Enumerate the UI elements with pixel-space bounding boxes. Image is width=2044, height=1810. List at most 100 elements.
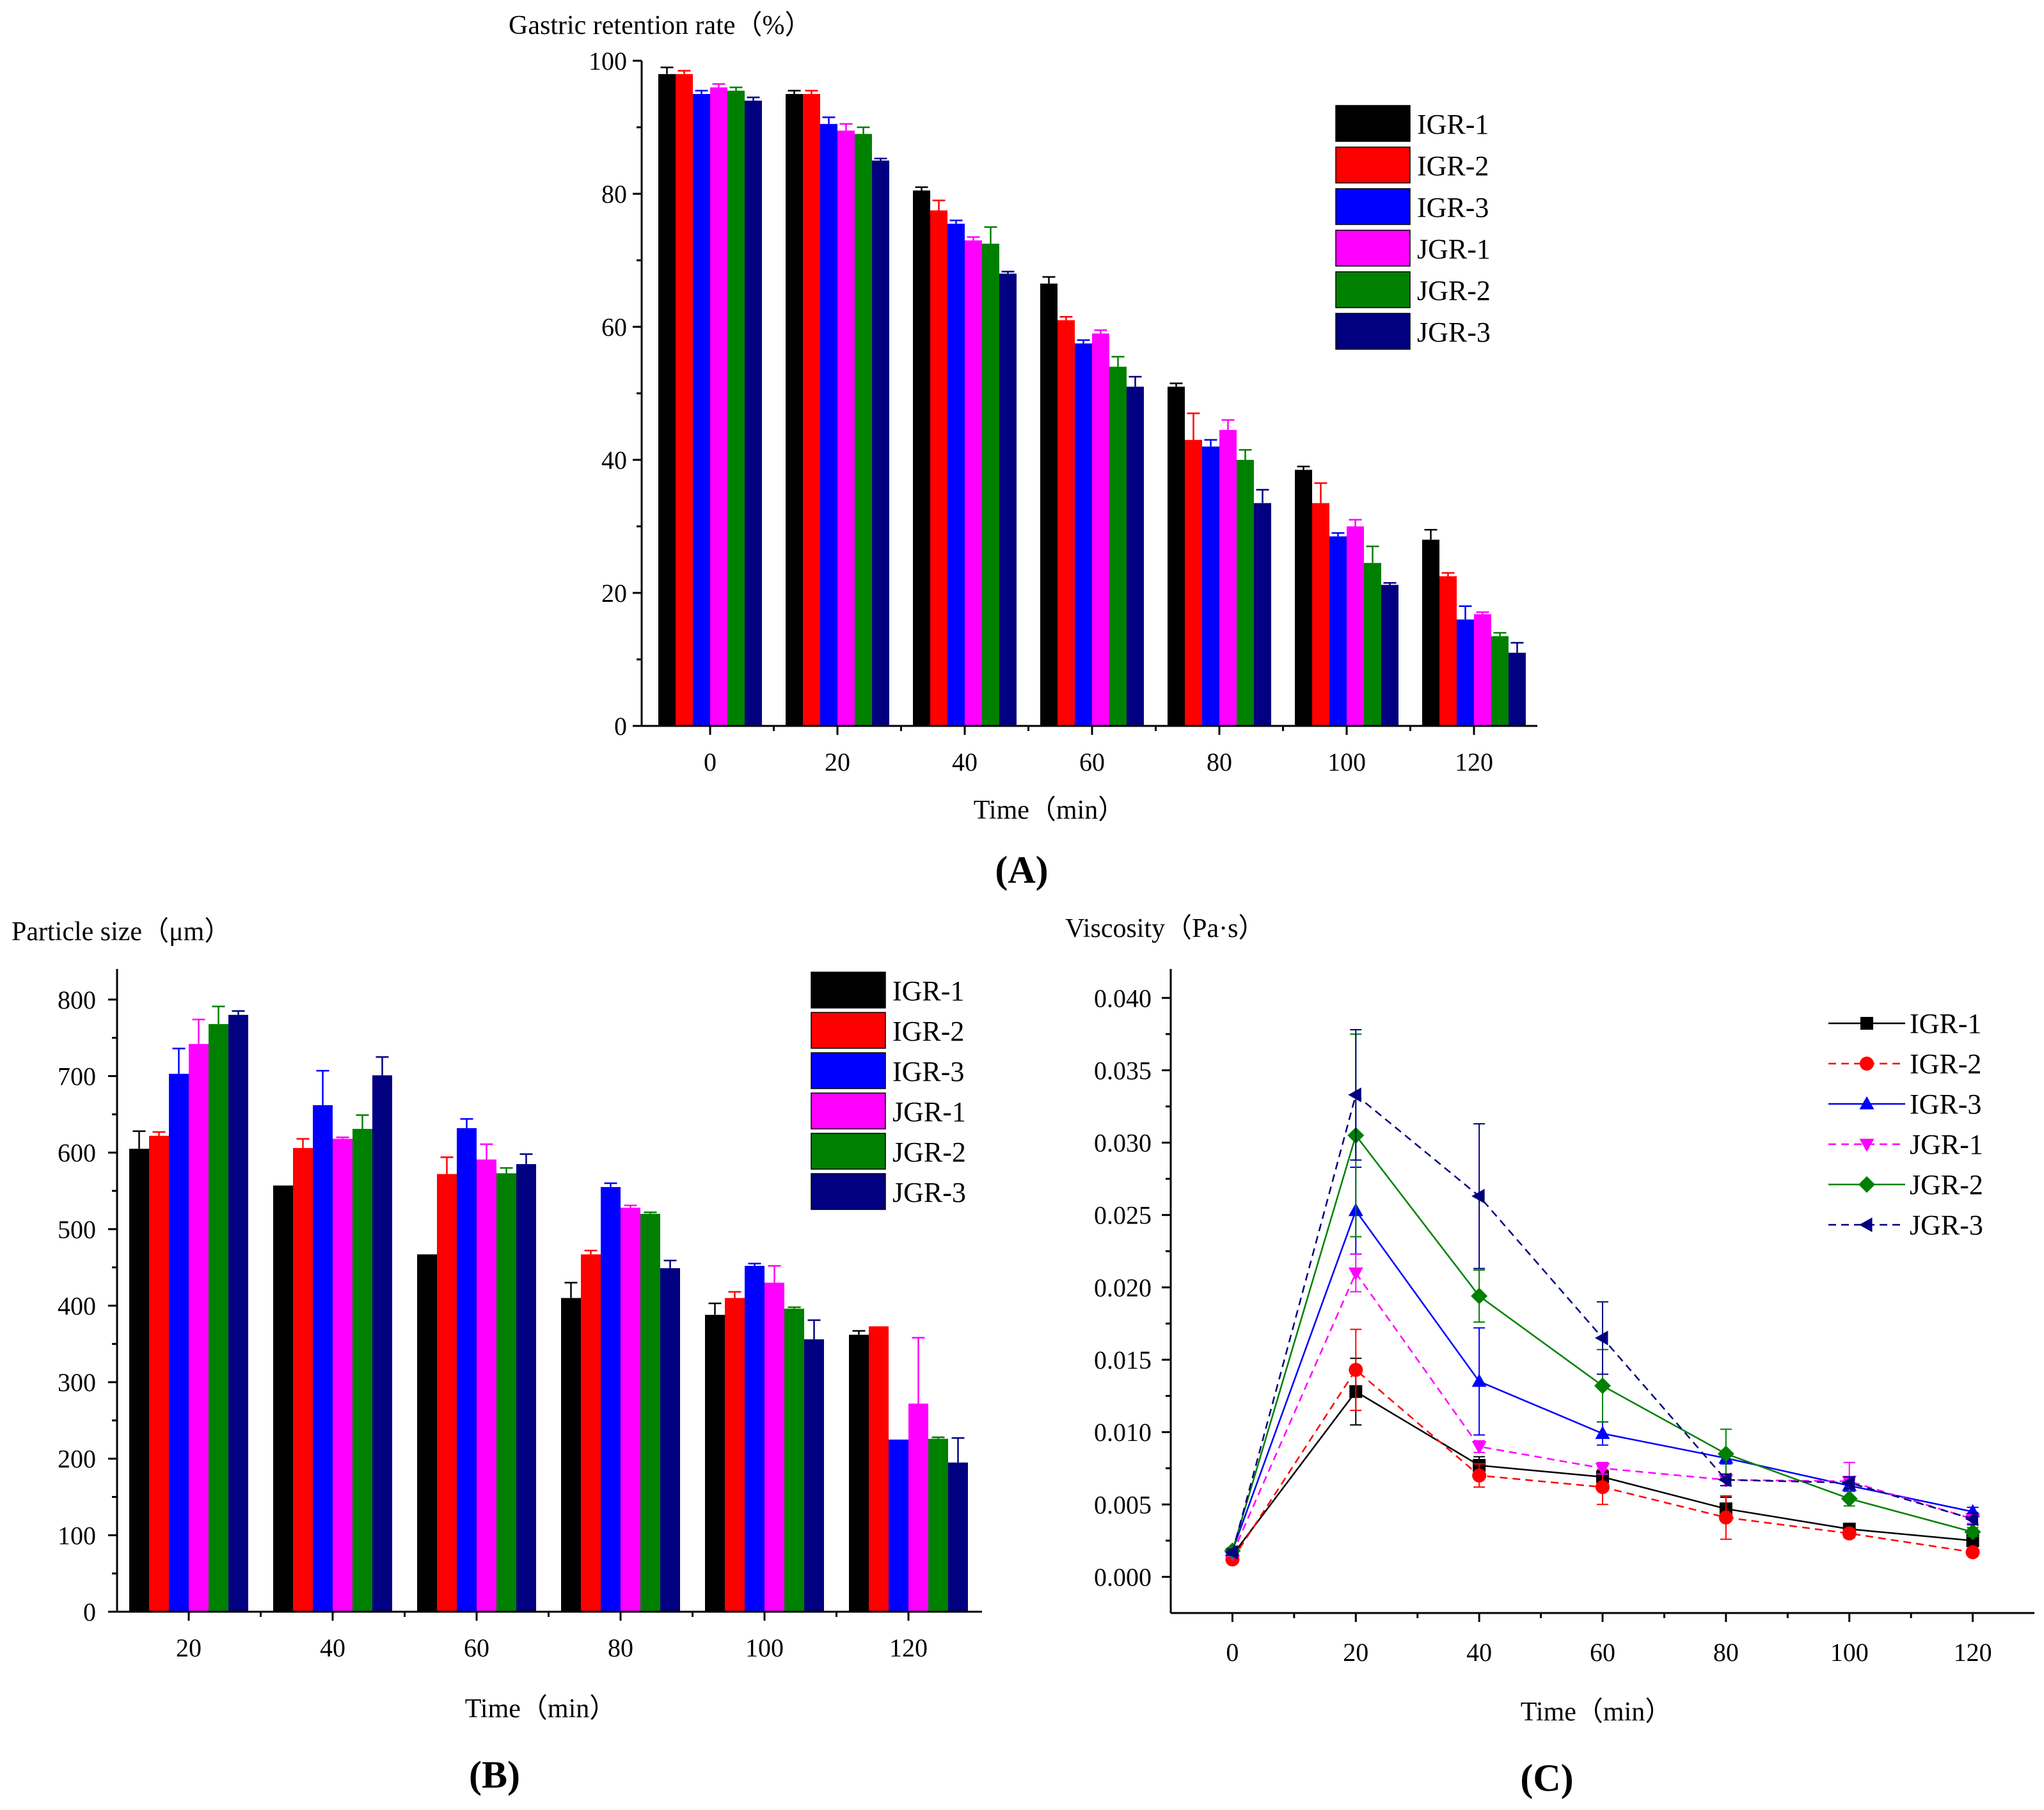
point-igr-3 [1595,1426,1610,1439]
legend-label-jgr-1: JGR-1 [892,1096,966,1128]
panel-a-title: Gastric retention rate（%） [509,11,812,40]
bar-jgr-2 [496,1173,516,1612]
panel-b-x-tick-label: 60 [464,1633,489,1662]
bar-jgr-2 [982,244,999,726]
bar-jgr-1 [710,87,727,727]
bar-jgr-3 [660,1268,680,1612]
legend-label-jgr-2: JGR-2 [1910,1169,1983,1200]
bar-igr-3 [457,1128,477,1612]
panel-c-y-tick-label: 0.010 [1094,1418,1152,1447]
bar-igr-2 [930,210,947,726]
point-jgr-2 [1841,1490,1858,1507]
panel-a-label: (A) [995,849,1048,891]
panel-c-y-tick-label: 0.000 [1094,1562,1152,1591]
bar-igr-3 [313,1105,333,1612]
panel-a-y-tick-label: 20 [601,579,627,608]
point-igr-2 [1718,1510,1733,1525]
legend-label-igr-2: IGR-2 [1910,1048,1981,1080]
bar-igr-3 [947,223,965,726]
bar-igr-3 [745,1266,765,1612]
bar-igr-1 [1168,386,1185,726]
legend-swatch-igr-2 [811,1012,886,1049]
panel-b-y-tick-label: 300 [58,1368,96,1397]
bar-igr-3 [1202,446,1219,726]
bar-jgr-3 [228,1014,248,1612]
panel-b-y-tick-label: 700 [58,1062,96,1091]
legend-swatch-jgr-3 [1335,313,1411,350]
panel-b-label: (B) [469,1754,520,1796]
bar-jgr-1 [333,1138,353,1612]
bar-igr-3 [169,1073,189,1612]
bar-igr-2 [869,1326,889,1612]
panel-c-y-tick-label: 0.040 [1094,984,1152,1012]
point-jgr-2 [1717,1445,1734,1463]
panel-c-x-tick-label: 100 [1830,1638,1869,1667]
bar-jgr-1 [621,1208,640,1612]
panel-c-y-tick-label: 0.005 [1094,1490,1152,1519]
bar-igr-1 [786,94,803,726]
point-igr-2 [1965,1545,1980,1559]
bar-jgr-1 [965,240,982,726]
panel-b-x-tick-label: 20 [176,1633,202,1662]
point-jgr-3 [1348,1087,1361,1103]
bar-igr-1 [913,190,930,726]
panel-c-y-tick-label: 0.025 [1094,1201,1152,1230]
panel-b-y-tick-label: 100 [58,1521,96,1550]
panel-a-x-tick-label: 0 [704,748,717,776]
bar-igr-1 [705,1314,725,1612]
panel-b-y-tick-label: 200 [58,1445,96,1474]
legend-label-igr-1: IGR-1 [892,975,964,1007]
bar-jgr-2 [855,134,872,726]
legend-marker-igr-3 [1859,1096,1874,1110]
bar-igr-1 [849,1334,869,1612]
bar-igr-2 [1312,503,1329,726]
bar-jgr-2 [1491,636,1509,726]
panel-a-y-tick-label: 60 [601,313,627,342]
bar-igr-2 [149,1135,169,1612]
bar-igr-3 [693,94,710,726]
bar-igr-1 [1040,283,1058,726]
point-jgr-3 [1965,1511,1979,1527]
bar-jgr-2 [727,90,745,727]
point-igr-1 [1966,1534,1979,1547]
panel-c-x-tick-label: 120 [1954,1638,1992,1667]
legend-marker-igr-2 [1860,1057,1874,1071]
bar-jgr-1 [837,130,855,726]
legend-swatch-igr-1 [811,972,886,1009]
legend-marker-jgr-2 [1858,1176,1875,1193]
panel-a-x-tick-label: 100 [1327,748,1366,776]
point-jgr-2 [1964,1523,1981,1541]
bar-igr-1 [417,1254,437,1612]
panel-b-title: Particle size（μm） [12,917,231,947]
bar-jgr-3 [1127,386,1144,726]
bar-jgr-2 [1109,366,1127,726]
bar-jgr-1 [1219,430,1237,726]
panel-b-x-tick-label: 120 [889,1633,928,1662]
panel-c-x-tick-label: 80 [1713,1638,1739,1667]
bar-igr-1 [273,1185,293,1612]
bar-igr-1 [129,1149,149,1612]
panel-c-y-tick-label: 0.035 [1094,1056,1152,1085]
bar-jgr-1 [1092,333,1109,726]
legend-label-jgr-3: JGR-3 [892,1177,966,1208]
bar-jgr-1 [1474,614,1491,726]
panel-a-y-tick-label: 0 [614,712,627,741]
panel-b-x-tick-label: 100 [745,1633,784,1662]
bar-igr-3 [820,123,837,727]
point-jgr-3 [1224,1545,1238,1560]
bar-jgr-3 [999,273,1017,726]
point-igr-2 [1472,1468,1487,1483]
bar-jgr-3 [872,161,889,726]
panel-a-x-axis-label: Time（min） [974,796,1125,825]
bar-igr-2 [1185,439,1202,726]
legend-swatch-jgr-1 [1335,230,1411,267]
point-jgr-2 [1471,1287,1488,1305]
bar-igr-3 [889,1439,908,1612]
bar-jgr-3 [1254,503,1271,726]
panel-c-x-tick-label: 20 [1343,1638,1368,1667]
point-igr-2 [1842,1526,1857,1541]
legend-label-jgr-2: JGR-2 [1417,275,1491,306]
panel-b-y-tick-label: 500 [58,1215,96,1244]
panel-b-x-tick-label: 40 [320,1633,345,1662]
panel-c-x-axis-label: Time（min） [1521,1697,1672,1727]
